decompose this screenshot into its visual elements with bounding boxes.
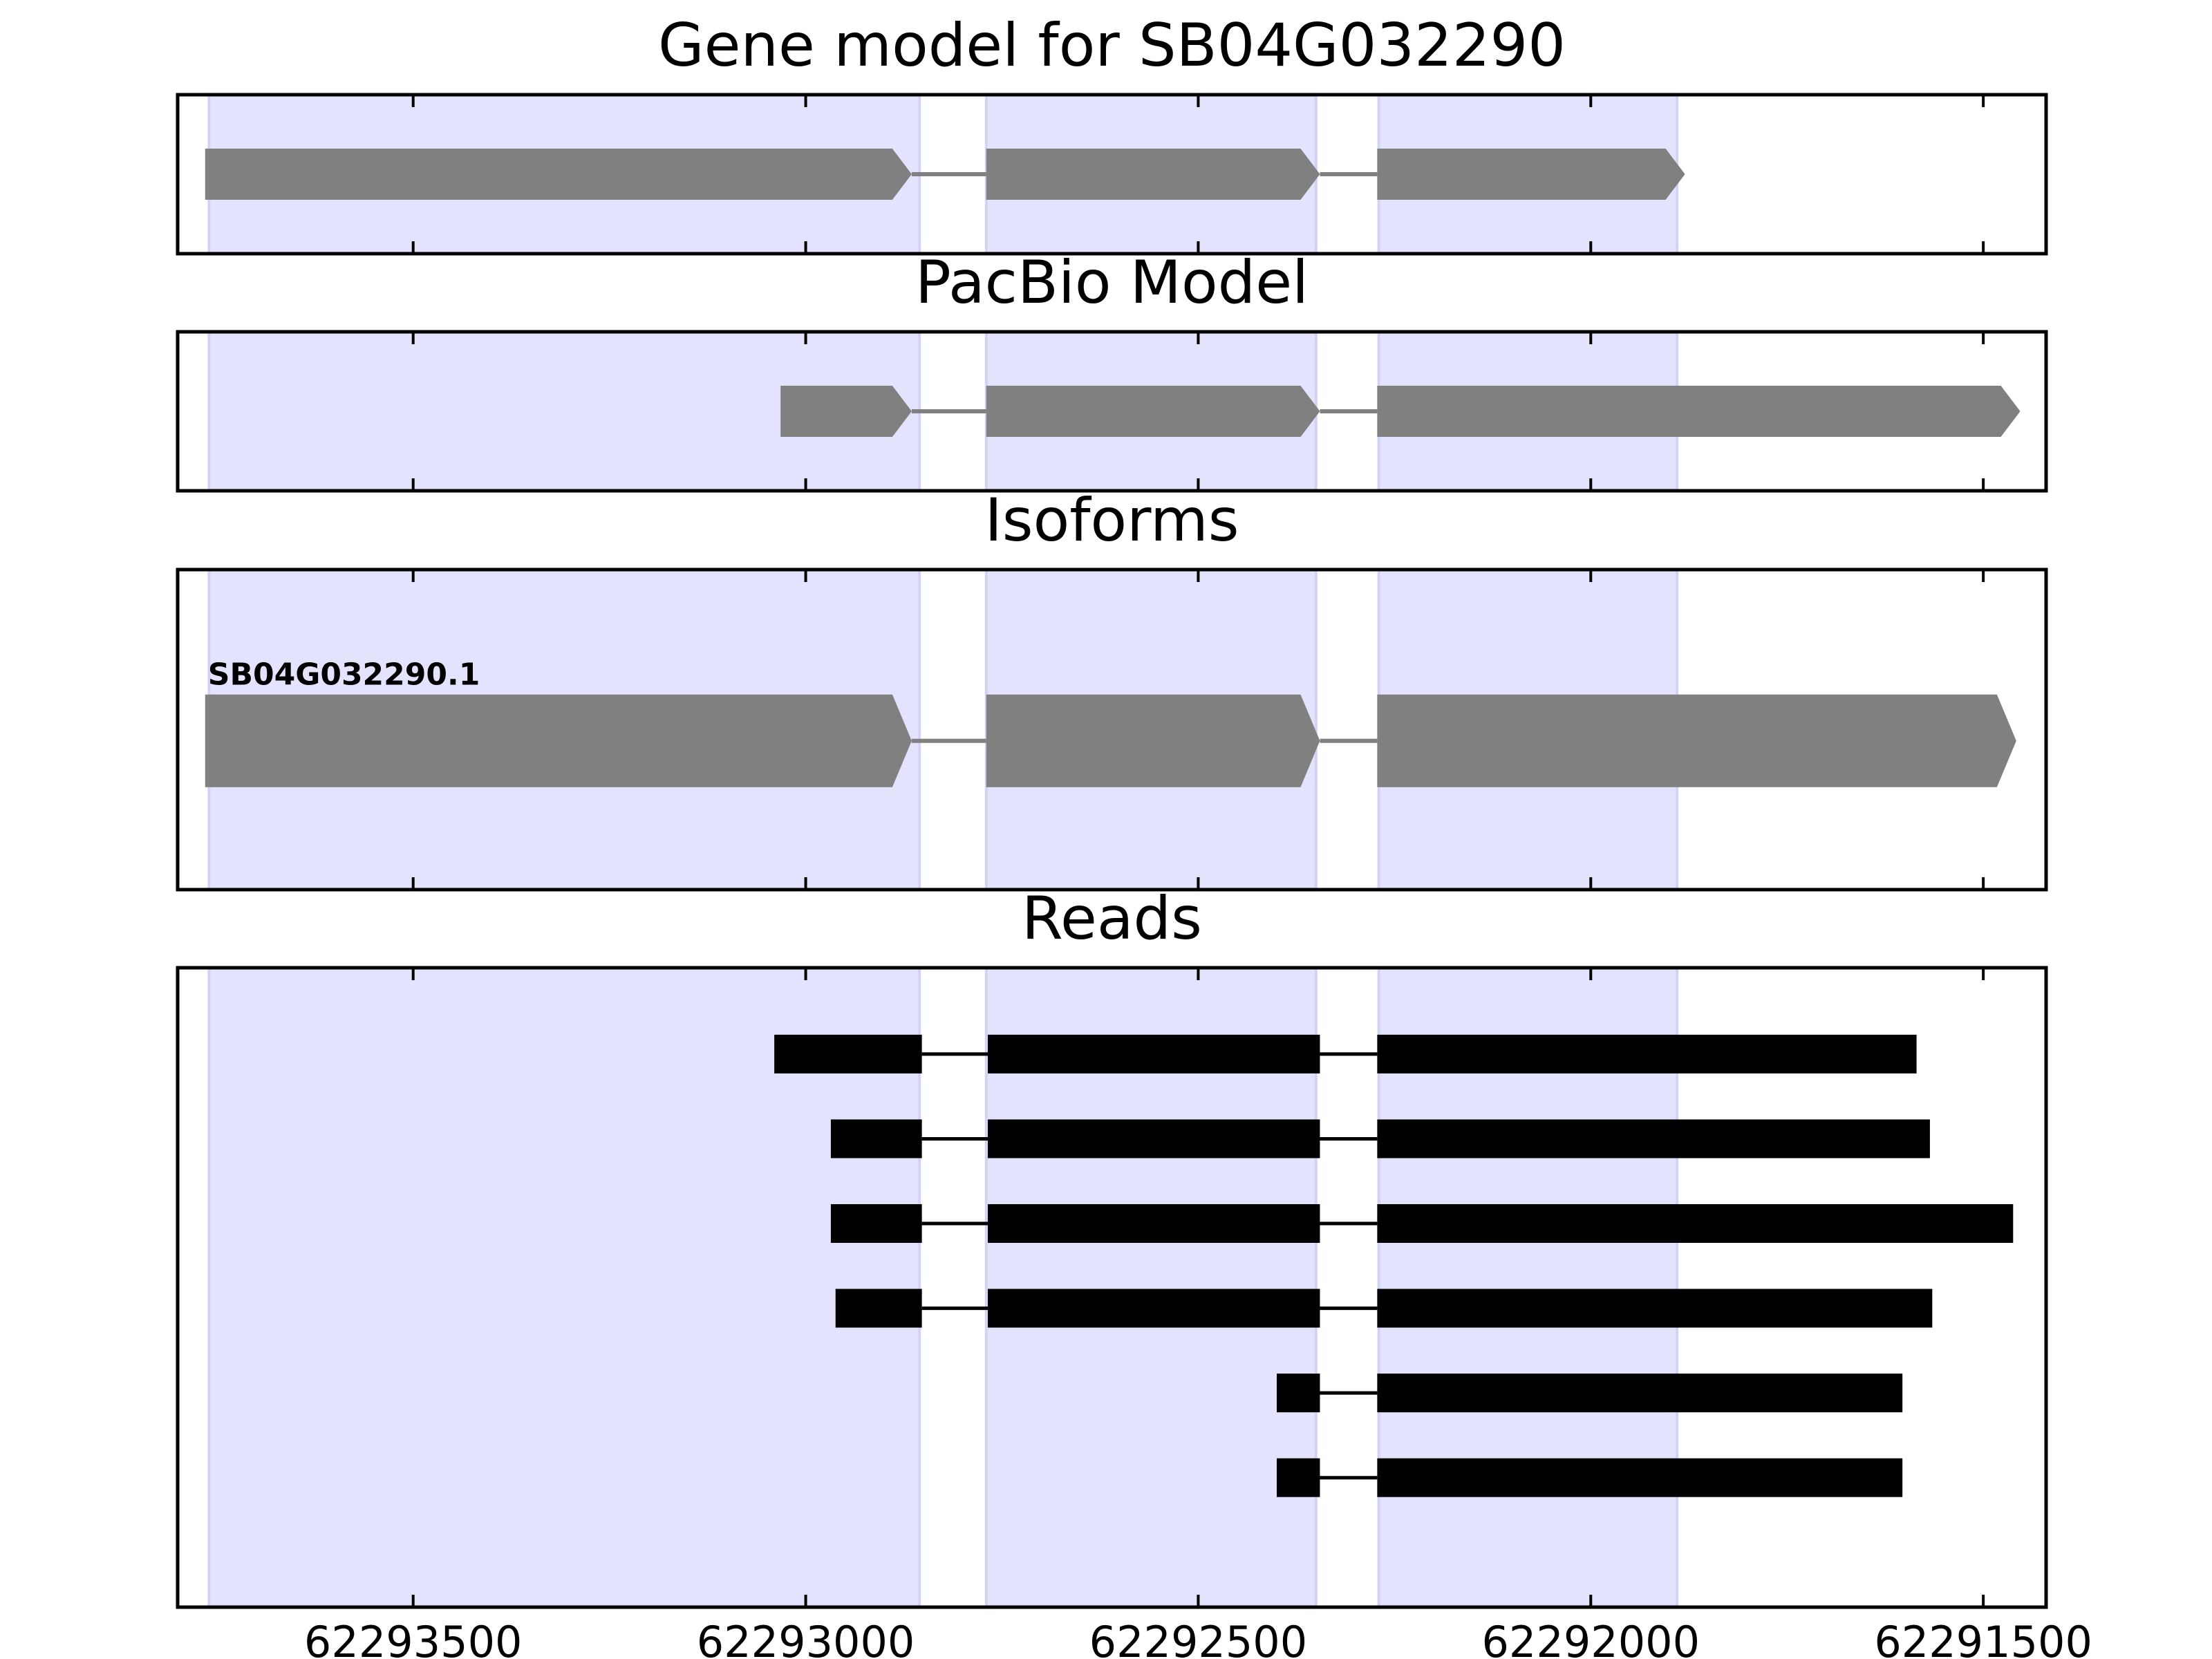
read-exon-block [774,1034,922,1074]
read-exon-block [830,1119,922,1159]
x-tick-label: 62292500 [1089,1617,1308,1659]
read-exon-block [835,1288,922,1328]
panel-title: PacBio Model [915,248,1309,317]
exon-arrow [1377,149,1685,200]
read-track [1277,1458,1903,1497]
exon-arrow [205,694,912,787]
read-exon-block [1277,1458,1320,1497]
exon-arrow [986,694,1320,787]
exon-arrow [986,386,1320,437]
read-exon-block [1377,1288,1933,1328]
panel-title: Reads [1022,884,1202,953]
axes-frame [176,966,2048,1609]
read-track [835,1288,1933,1328]
read-exon-block [1377,1374,1903,1413]
read-exon-block [988,1204,1320,1243]
read-exon-block [988,1034,1320,1074]
exon-arrow [986,149,1320,200]
read-exon-block [1377,1204,2014,1243]
shaded-region [207,966,921,1609]
x-tick-label: 62292000 [1481,1617,1700,1659]
axes-frame [176,568,2048,892]
shaded-region [1377,966,1679,1609]
panel-title: Gene model for SB04G032290 [658,11,1566,80]
read-track [1277,1374,1903,1413]
exon-arrow [780,386,912,437]
x-tick-label: 62293000 [697,1617,915,1659]
panel-3: Isoforms SB04G032290.1 [176,486,2048,892]
read-track [774,1034,1917,1074]
read-track [830,1119,1930,1159]
model-track [780,386,2021,437]
isoform-label: SB04G032290.1 [208,657,480,693]
read-track [830,1204,2014,1243]
axes-frame [176,93,2048,256]
read-exon-block [1277,1374,1320,1413]
read-exon-block [1377,1458,1903,1497]
model-track: SB04G032290.1 [205,657,2016,787]
shaded-region [984,966,1318,1609]
exon-arrow [1377,694,2016,787]
axes-frame [176,330,2048,493]
exon-arrow [205,149,912,200]
panel-4: Reads 62293500 62293000 62292500 62292000 622… [176,884,2092,1659]
read-exon-block [988,1119,1320,1159]
read-exon-block [1377,1119,1930,1159]
exon-arrow [1377,386,2021,437]
panel-1: Gene model for SB04G032290 [176,11,2048,256]
read-exon-block [988,1288,1320,1328]
model-track [205,149,1685,200]
x-tick-label: 62291500 [1874,1617,2092,1659]
panel-2: PacBio Model [176,248,2048,493]
read-exon-block [1377,1034,1917,1074]
panel-title: Isoforms [984,486,1239,555]
read-exon-block [830,1204,922,1243]
x-tick-label: 62293500 [304,1617,523,1659]
